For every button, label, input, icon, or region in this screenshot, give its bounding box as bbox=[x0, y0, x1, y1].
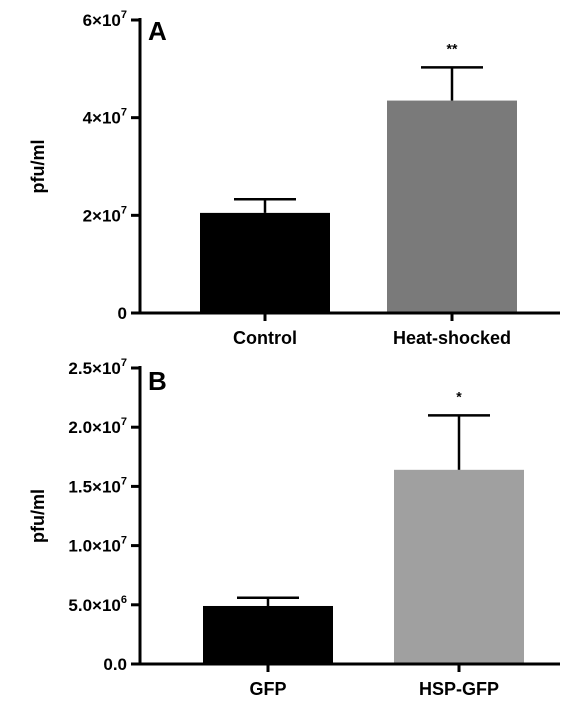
bar-heat-shocked bbox=[387, 100, 517, 313]
y-tick-label: 0.0 bbox=[103, 655, 127, 674]
x-tick-label: GFP bbox=[249, 679, 286, 699]
x-tick-label: Control bbox=[233, 328, 297, 348]
y-tick-label: 1.0×107 bbox=[68, 535, 127, 556]
chart-panel-a: Control ** Heat-shocked 0 2×107 4×107 6×107 pfu… bbox=[28, 9, 560, 348]
bar-hsp-gfp bbox=[394, 469, 524, 664]
bar-control bbox=[200, 212, 330, 313]
chart-panel-b: GFP * HSP-GFP 0.0 5.0×106 1.0×107 1.5×107 2.0×1… bbox=[28, 357, 560, 699]
y-tick-label: 2.0×107 bbox=[68, 416, 127, 437]
y-tick-label: 0 bbox=[118, 304, 127, 323]
y-tick-label: 2.5×107 bbox=[68, 357, 127, 378]
y-axis-label: pfu/ml bbox=[28, 489, 48, 543]
panel-label: B bbox=[148, 366, 167, 396]
y-axis-label: pfu/ml bbox=[28, 140, 48, 194]
significance-marker: * bbox=[456, 388, 462, 404]
y-tick-label: 5.0×106 bbox=[68, 594, 127, 615]
y-tick-label: 6×107 bbox=[83, 9, 127, 30]
x-tick-label: Heat-shocked bbox=[393, 328, 511, 348]
x-tick-label: HSP-GFP bbox=[419, 679, 499, 699]
bar-gfp bbox=[203, 605, 333, 664]
panel-label: A bbox=[148, 16, 167, 46]
y-tick-label: 4×107 bbox=[83, 107, 127, 128]
significance-marker: ** bbox=[447, 40, 458, 56]
y-tick-label: 1.5×107 bbox=[68, 475, 127, 496]
y-tick-label: 2×107 bbox=[83, 204, 127, 225]
